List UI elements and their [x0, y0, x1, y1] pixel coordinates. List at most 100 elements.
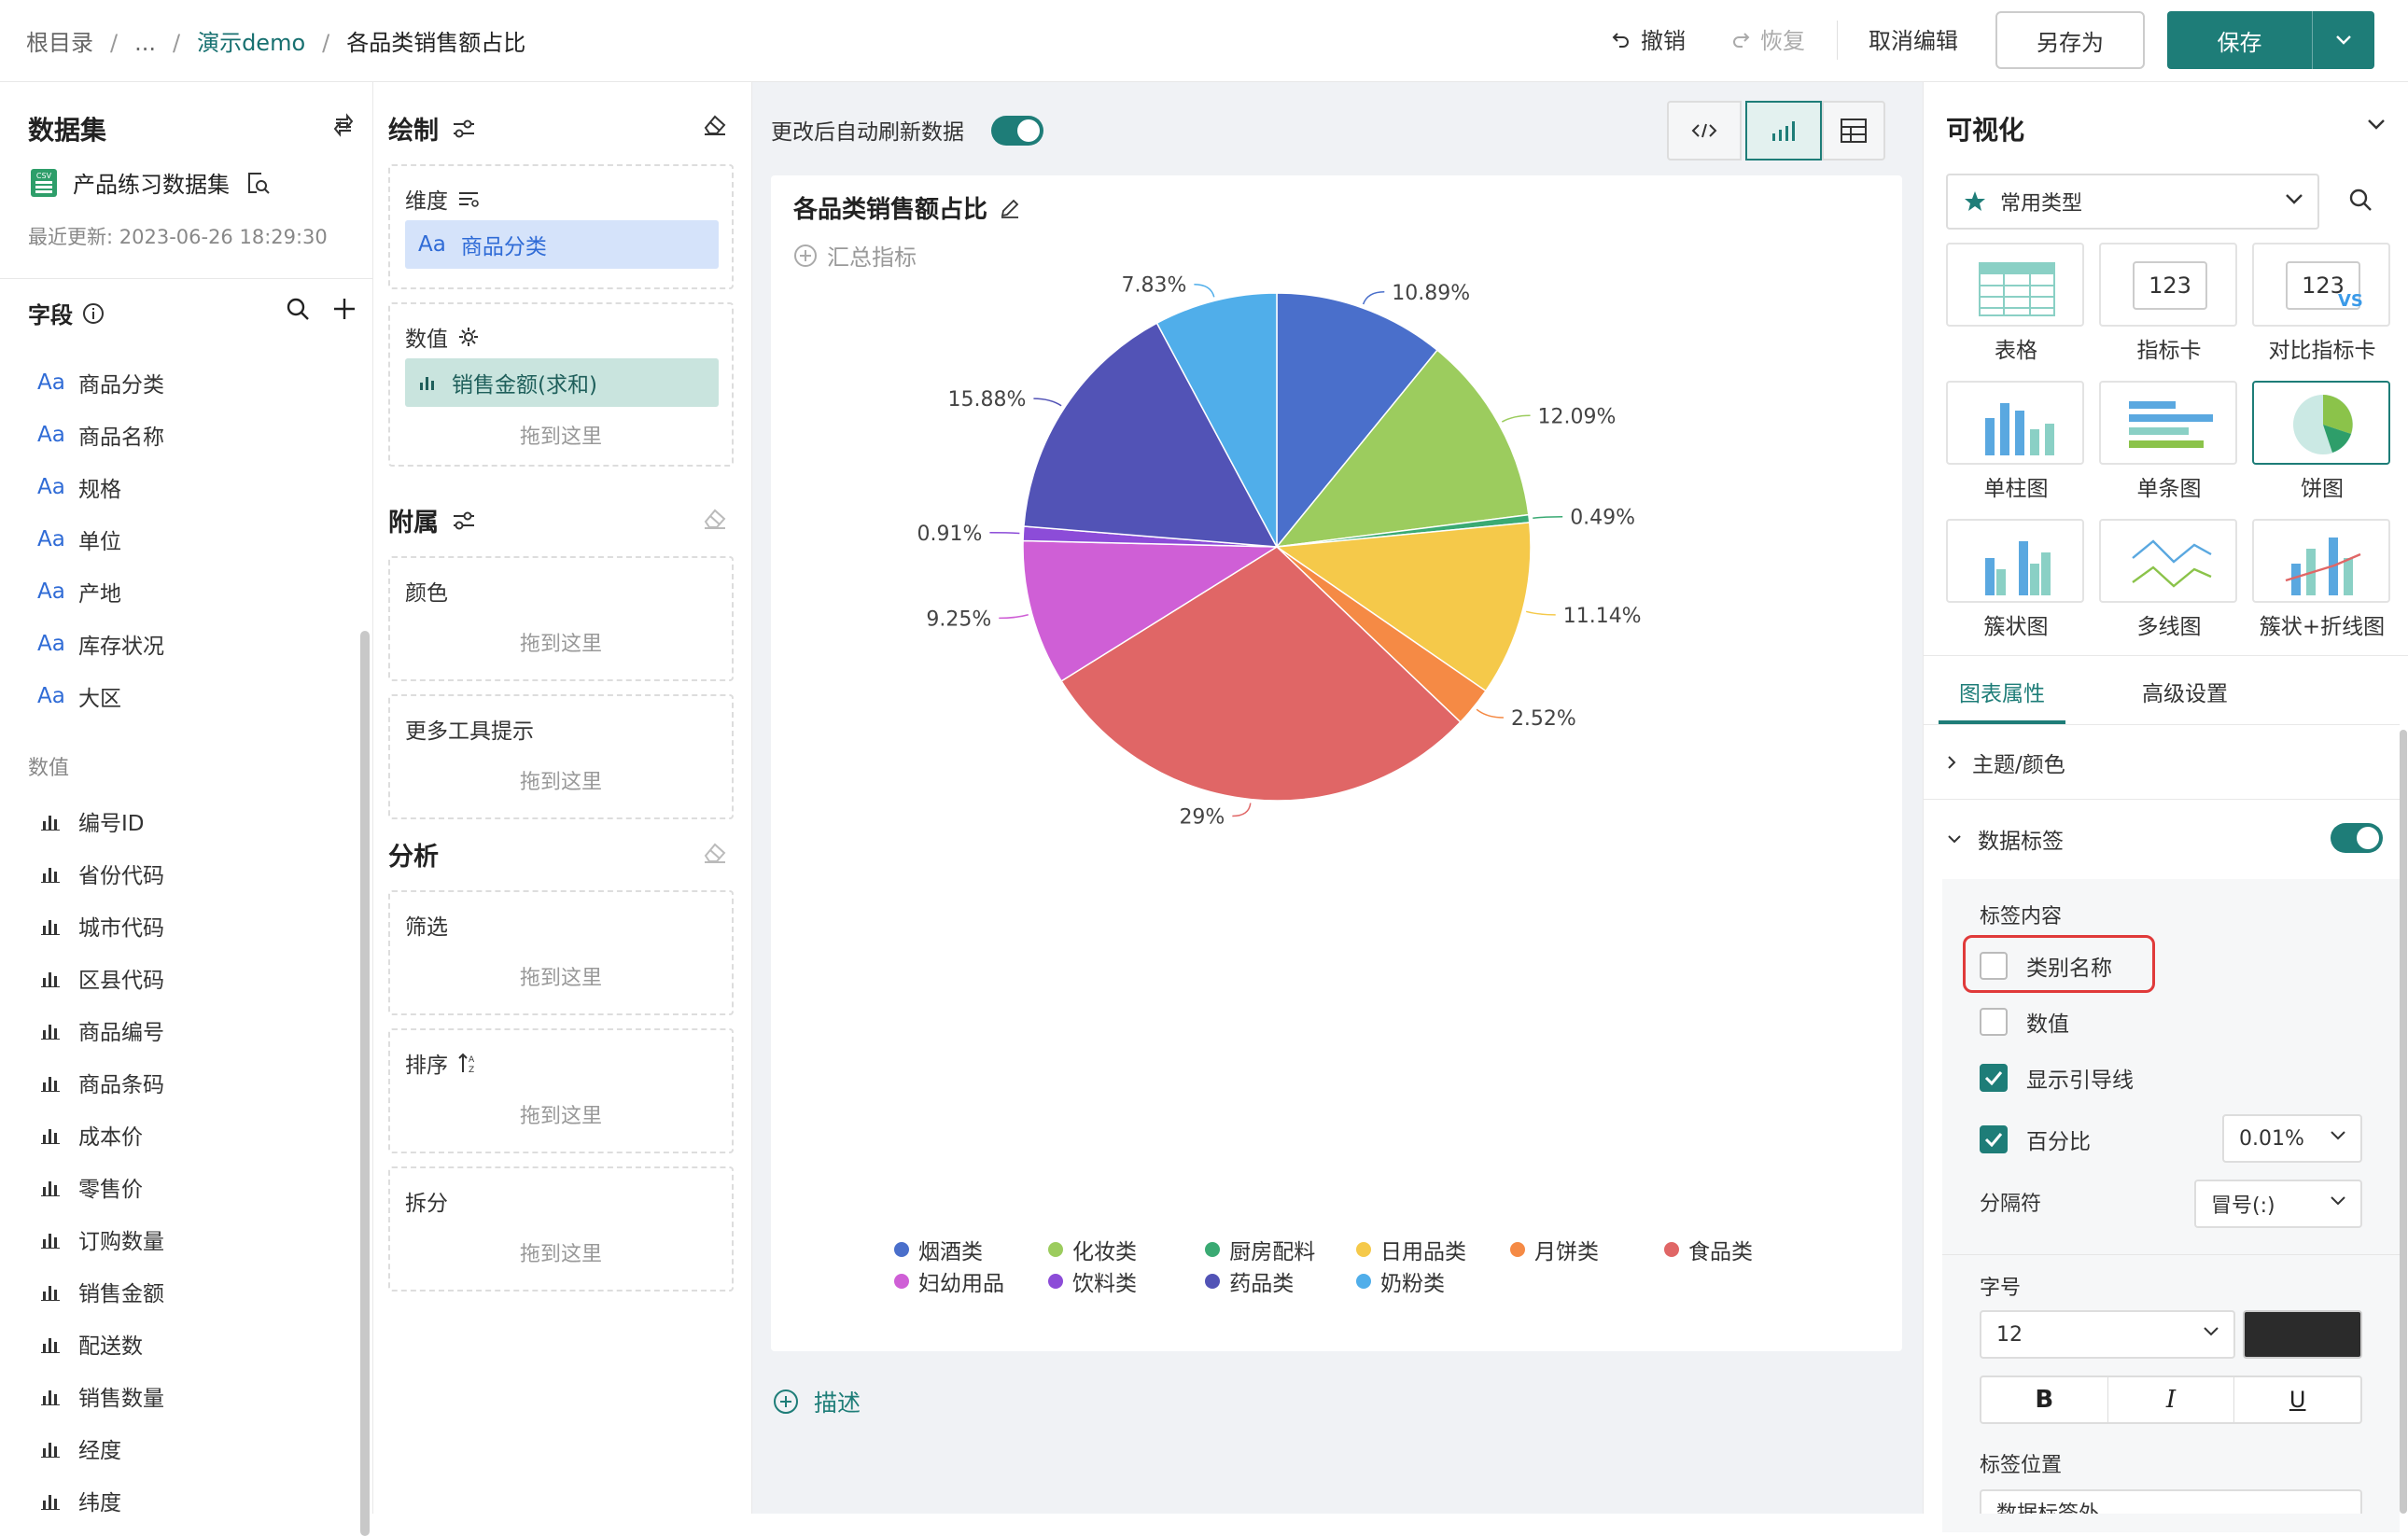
- chart-type-combo[interactable]: [2252, 519, 2390, 603]
- chart-type-kpi[interactable]: 123: [2099, 243, 2237, 327]
- preview-dataset-icon[interactable]: [245, 170, 271, 196]
- measure-field[interactable]: 配送数: [37, 1328, 143, 1360]
- pie-slice[interactable]: [1274, 522, 1532, 692]
- tooltip-shelf[interactable]: 更多工具提示 拖到这里: [388, 694, 734, 819]
- measure-field[interactable]: 成本价: [37, 1119, 143, 1151]
- legend-item[interactable]: 日用品类: [1356, 1234, 1466, 1265]
- chart-type-table[interactable]: [1946, 243, 2084, 327]
- measure-field[interactable]: 商品编号: [37, 1014, 164, 1046]
- legend-item[interactable]: 月饼类: [1510, 1234, 1599, 1265]
- measure-field[interactable]: 销售金额: [37, 1276, 164, 1307]
- data-label-section[interactable]: 数据标签: [1946, 823, 2064, 855]
- measure-field[interactable]: 编号ID: [37, 805, 145, 837]
- pie-slice[interactable]: [1023, 322, 1279, 548]
- eraser-icon[interactable]: [702, 840, 728, 864]
- breadcrumb-project[interactable]: 演示demo: [197, 30, 306, 56]
- save-dropdown-button[interactable]: [2313, 11, 2374, 69]
- code-view-button[interactable]: [1667, 101, 1742, 161]
- value-pill[interactable]: 销售金额(求和): [405, 358, 719, 407]
- dimension-pill[interactable]: Aa 商品分类: [405, 220, 719, 269]
- undo-button[interactable]: 撤销: [1611, 22, 1686, 55]
- measure-field[interactable]: 零售价: [37, 1171, 143, 1203]
- dimension-field[interactable]: Aa 规格: [37, 475, 121, 502]
- tab-chart-properties[interactable]: 图表属性: [1959, 682, 2045, 706]
- pie-slice[interactable]: [1155, 292, 1278, 548]
- dimension-field[interactable]: Aa 库存状况: [37, 632, 164, 659]
- chart-type-multiline[interactable]: [2099, 519, 2237, 603]
- separator-select[interactable]: 冒号(:): [2194, 1180, 2362, 1228]
- sliders-icon[interactable]: [452, 119, 476, 139]
- breadcrumb-root[interactable]: 根目录: [26, 30, 93, 56]
- dataset-item[interactable]: CSV 产品练习数据集: [30, 166, 271, 199]
- chart-view-button[interactable]: [1745, 101, 1822, 161]
- legend-item[interactable]: 奶粉类: [1356, 1265, 1445, 1297]
- pie-slice[interactable]: [1022, 539, 1280, 682]
- list-settings-icon[interactable]: [457, 189, 480, 208]
- filter-shelf[interactable]: 筛选 拖到这里: [388, 890, 734, 1015]
- cancel-edit-button[interactable]: 取消编辑: [1869, 28, 1958, 54]
- pie-slice[interactable]: [1275, 349, 1530, 548]
- color-shelf[interactable]: 颜色 拖到这里: [388, 556, 734, 681]
- tab-advanced[interactable]: 高级设置: [2142, 682, 2228, 706]
- label-position-select[interactable]: 数据标签外: [1980, 1489, 2362, 1514]
- save-as-button[interactable]: 另存为: [1995, 11, 2145, 69]
- table-view-button[interactable]: [1822, 101, 1885, 161]
- measure-field[interactable]: 经度: [37, 1432, 121, 1464]
- value-shelf[interactable]: 数值 销售金额(求和) 拖到这里: [388, 302, 734, 467]
- theme-color-section[interactable]: 主题/颜色: [1946, 747, 2065, 778]
- measure-field[interactable]: 订购数量: [37, 1223, 164, 1255]
- legend-item[interactable]: 饮料类: [1048, 1265, 1137, 1297]
- legend-item[interactable]: 化妆类: [1048, 1234, 1137, 1265]
- eraser-icon[interactable]: [702, 506, 728, 530]
- chart-type-category-select[interactable]: 常用类型: [1946, 174, 2319, 230]
- data-label-toggle[interactable]: [2331, 823, 2383, 853]
- value-checkbox[interactable]: 数值: [1980, 1006, 2069, 1038]
- auto-refresh-toggle[interactable]: [991, 116, 1043, 146]
- sort-icon[interactable]: AZ: [457, 1052, 480, 1074]
- legend-item[interactable]: 厨房配料: [1205, 1234, 1315, 1265]
- gear-icon[interactable]: [457, 326, 480, 348]
- percent-precision-select[interactable]: 0.01%: [2222, 1114, 2362, 1163]
- add-field-icon[interactable]: [332, 297, 357, 321]
- underline-button[interactable]: U: [2289, 1387, 2306, 1413]
- pie-slice[interactable]: [1060, 546, 1462, 802]
- dimension-shelf[interactable]: 维度 Aa 商品分类: [388, 164, 734, 289]
- redo-button[interactable]: 恢复: [1730, 22, 1805, 55]
- measure-field[interactable]: 城市代码: [37, 910, 164, 942]
- category-name-checkbox[interactable]: 类别名称: [1980, 950, 2112, 982]
- add-description-button[interactable]: 描述: [773, 1385, 861, 1418]
- right-scrollbar[interactable]: [2400, 730, 2407, 1514]
- legend-item[interactable]: 烟酒类: [894, 1234, 983, 1265]
- dimension-field[interactable]: Aa 大区: [37, 684, 121, 711]
- breadcrumb-ellipsis[interactable]: ...: [134, 30, 156, 56]
- chart-type-clustered[interactable]: [1946, 519, 2084, 603]
- measure-field[interactable]: 销售数量: [37, 1380, 164, 1412]
- chart-type-compare-kpi[interactable]: 123 VS: [2252, 243, 2390, 327]
- legend-item[interactable]: 妇幼用品: [894, 1265, 1004, 1297]
- split-shelf[interactable]: 拆分 拖到这里: [388, 1166, 734, 1292]
- chevron-down-icon[interactable]: [2366, 118, 2387, 131]
- font-size-select[interactable]: 12: [1980, 1310, 2235, 1359]
- dimension-field[interactable]: Aa 商品名称: [37, 423, 164, 450]
- summary-metric-button[interactable]: 汇总指标: [793, 239, 917, 272]
- guide-line-checkbox[interactable]: 显示引导线: [1980, 1062, 2134, 1094]
- eraser-icon[interactable]: [702, 112, 728, 136]
- chart-type-column[interactable]: [1946, 381, 2084, 465]
- measure-field[interactable]: 省份代码: [37, 858, 164, 889]
- measure-field[interactable]: 区县代码: [37, 962, 164, 994]
- left-scrollbar[interactable]: [360, 631, 370, 1536]
- chart-type-pie[interactable]: [2252, 381, 2390, 465]
- search-icon[interactable]: [2347, 187, 2373, 213]
- dimension-field[interactable]: Aa 产地: [37, 579, 121, 607]
- edit-pencil-icon[interactable]: [999, 197, 1021, 219]
- save-button[interactable]: 保存: [2167, 11, 2313, 69]
- legend-item[interactable]: 药品类: [1205, 1265, 1294, 1297]
- bold-button[interactable]: B: [1981, 1377, 2108, 1422]
- italic-button[interactable]: I: [2108, 1377, 2235, 1422]
- legend-item[interactable]: 食品类: [1664, 1234, 1753, 1265]
- measure-field[interactable]: 商品条码: [37, 1067, 164, 1098]
- sliders-icon[interactable]: [452, 510, 476, 531]
- chart-title[interactable]: 各品类销售额占比: [793, 196, 988, 224]
- search-icon[interactable]: [286, 297, 310, 321]
